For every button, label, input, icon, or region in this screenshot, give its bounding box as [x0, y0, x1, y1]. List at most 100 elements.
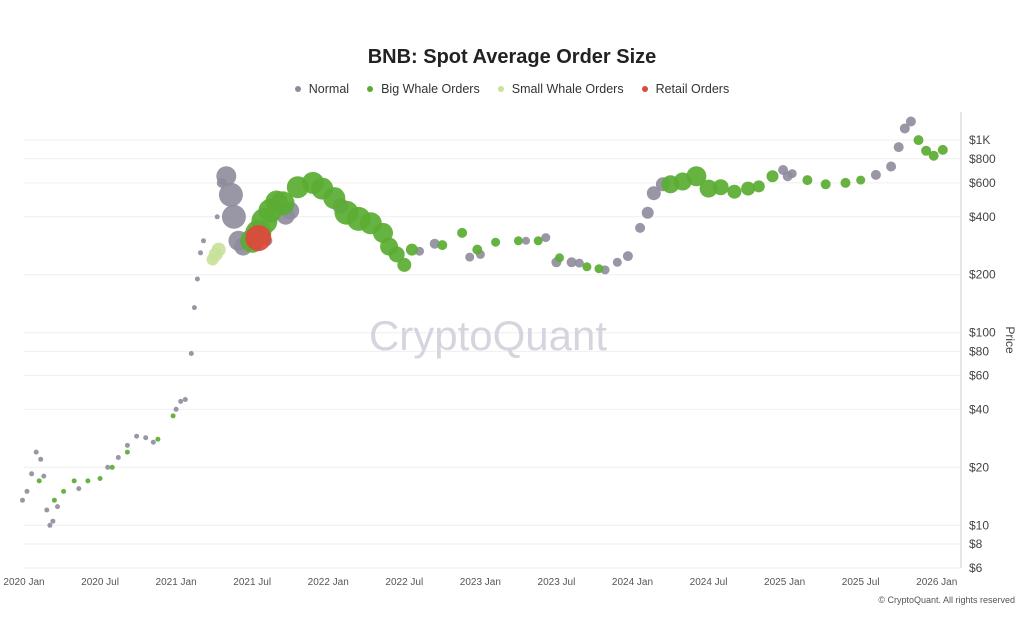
x-tick-label: 2023 Jul: [538, 577, 576, 588]
point-big-whale-orders: [533, 236, 543, 246]
point-big-whale-orders: [170, 413, 176, 419]
point-big-whale-orders: [913, 135, 924, 146]
x-axis: 2020 Jan 2020 Jul 2021 Jan 2021 Jul 2022 Jan…: [3, 577, 957, 588]
point-normal: [198, 250, 203, 256]
y-axis-label: Price: [1003, 326, 1017, 354]
x-tick-label: 2025 Jan: [764, 577, 805, 588]
y-tick-label: $60: [969, 368, 989, 382]
legend-label-retail: Retail Orders: [655, 82, 730, 96]
point-big-whale-orders: [85, 478, 91, 484]
point-big-whale-orders: [109, 464, 115, 470]
point-normal: [622, 251, 633, 262]
point-normal: [216, 166, 237, 187]
point-big-whale-orders: [712, 179, 729, 196]
watermark: CryptoQuant: [369, 312, 607, 359]
point-big-whale-orders: [388, 246, 405, 263]
point-normal: [150, 439, 156, 445]
legend-item-small-whale[interactable]: Small Whale Orders: [497, 82, 624, 96]
y-tick-label: $100: [969, 326, 996, 340]
x-tick-label: 2022 Jan: [308, 577, 349, 588]
point-big-whale-orders: [856, 175, 866, 185]
point-big-whale-orders: [71, 478, 77, 484]
y-axis: $1K $800 $600 $400 $200 $100 $80 $60 $40 $20 $10 $8…: [969, 133, 996, 575]
point-normal: [134, 433, 140, 439]
point-big-whale-orders: [270, 191, 295, 216]
point-big-whale-orders: [61, 488, 67, 494]
y-tick-label: $40: [969, 402, 989, 416]
x-tick-label: 2023 Jan: [460, 577, 501, 588]
point-normal: [566, 257, 577, 268]
point-normal: [124, 442, 130, 448]
x-tick-label: 2021 Jul: [233, 577, 271, 588]
point-normal: [214, 214, 220, 220]
point-big-whale-orders: [766, 170, 779, 183]
point-normal: [574, 258, 584, 268]
point-normal: [143, 435, 149, 441]
point-normal: [429, 238, 440, 249]
point-big-whale-orders: [594, 264, 604, 274]
point-big-whale-orders: [513, 236, 523, 246]
x-tick-label: 2026 Jan: [916, 577, 957, 588]
legend-item-normal[interactable]: Normal: [294, 82, 349, 96]
point-normal: [870, 169, 881, 180]
copyright-notice: © CryptoQuant. All rights reserved: [878, 595, 1015, 605]
legend-dot-normal: [294, 86, 301, 92]
point-small-whale-orders: [211, 242, 226, 257]
point-big-whale-orders: [457, 227, 468, 238]
point-normal: [899, 123, 910, 134]
point-normal: [886, 161, 897, 172]
point-normal: [115, 455, 121, 460]
legend-label-small-whale: Small Whale Orders: [511, 82, 624, 96]
x-tick-label: 2025 Jul: [842, 577, 880, 588]
point-big-whale-orders: [937, 144, 948, 155]
point-big-whale-orders: [752, 180, 765, 193]
x-tick-label: 2020 Jul: [81, 577, 119, 588]
point-normal: [191, 305, 197, 311]
point-normal: [178, 398, 184, 404]
legend-dot-big-whale: [367, 86, 374, 92]
point-normal: [41, 473, 47, 479]
point-big-whale-orders: [155, 436, 161, 442]
point-normal: [194, 276, 200, 282]
point-big-whale-orders: [699, 179, 718, 198]
y-tick-label: $1K: [969, 133, 990, 147]
point-normal: [612, 257, 622, 267]
point-big-whale-orders: [820, 179, 831, 190]
y-tick-label: $400: [969, 210, 996, 224]
point-normal: [522, 236, 530, 245]
point-big-whale-orders: [555, 253, 564, 263]
point-normal: [646, 186, 661, 201]
point-normal: [55, 504, 60, 510]
y-tick-label: $20: [969, 460, 989, 474]
point-big-whale-orders: [928, 150, 939, 161]
point-normal: [787, 169, 797, 179]
point-big-whale-orders: [686, 166, 707, 187]
point-normal: [201, 238, 206, 244]
point-big-whale-orders: [397, 257, 412, 272]
point-normal: [105, 464, 111, 470]
point-big-whale-orders: [472, 244, 483, 255]
chart-title: BNB: Spot Average Order Size: [367, 46, 657, 68]
point-normal: [188, 351, 194, 356]
point-normal: [221, 204, 246, 229]
y-tick-label: $8: [969, 537, 983, 551]
point-normal: [38, 456, 44, 462]
point-retail-orders: [245, 225, 272, 252]
point-big-whale-orders: [36, 478, 42, 484]
point-normal: [173, 406, 179, 412]
legend-dot-small-whale: [497, 86, 504, 92]
legend-item-big-whale[interactable]: Big Whale Orders: [367, 82, 480, 96]
y-tick-label: $80: [969, 344, 989, 358]
point-normal: [641, 206, 654, 219]
chart-points: [20, 116, 948, 528]
point-big-whale-orders: [840, 177, 851, 188]
legend-label-big-whale: Big Whale Orders: [381, 82, 480, 96]
legend-item-retail[interactable]: Retail Orders: [641, 82, 730, 96]
x-tick-label: 2021 Jan: [156, 577, 197, 588]
point-big-whale-orders: [437, 240, 448, 251]
point-big-whale-orders: [582, 262, 592, 272]
legend-dot-retail: [641, 86, 648, 92]
point-big-whale-orders: [405, 243, 418, 256]
point-normal: [50, 518, 56, 524]
